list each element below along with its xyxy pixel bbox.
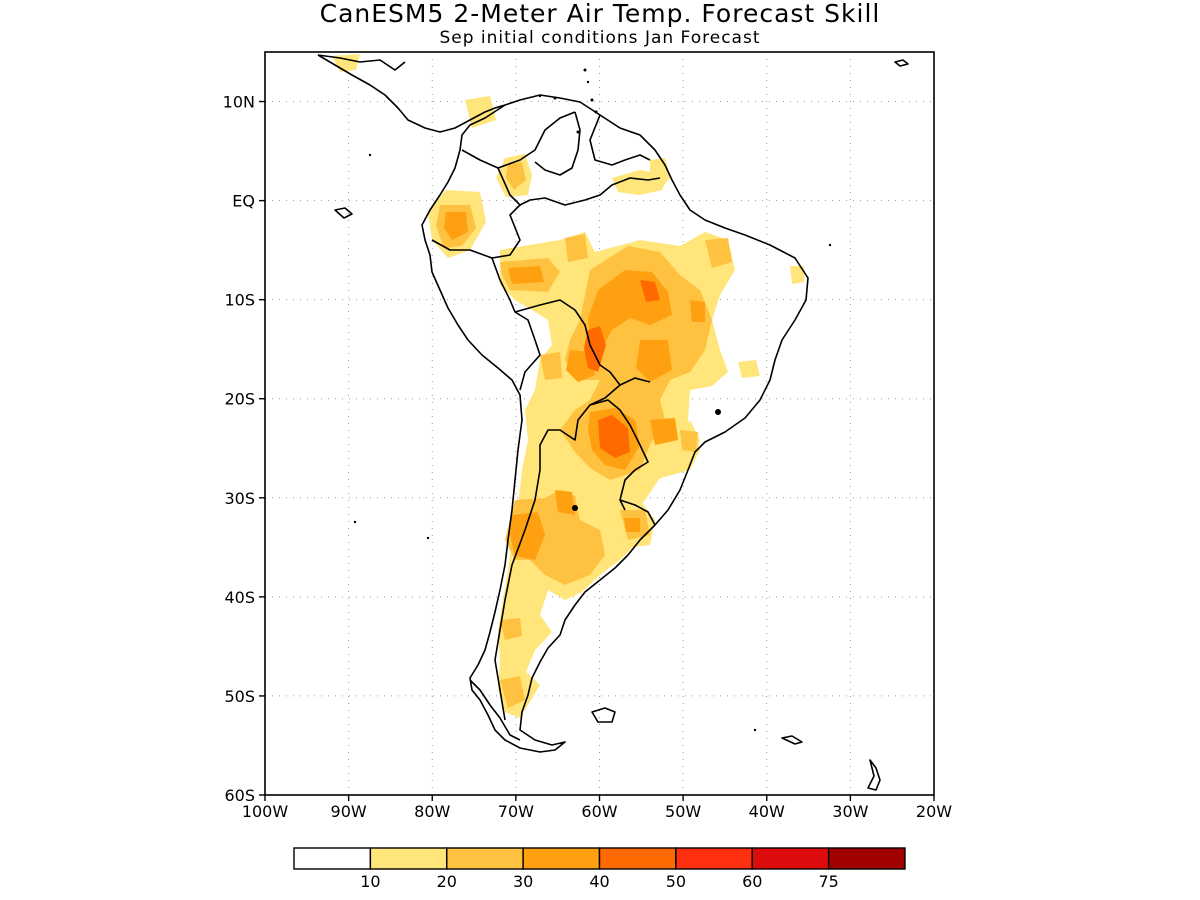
lat-tick-label: 50S bbox=[224, 687, 255, 706]
lon-tick-label: 40W bbox=[749, 802, 785, 821]
chart-title: CanESM5 2-Meter Air Temp. Forecast Skill bbox=[319, 0, 881, 28]
colorbar-label: 30 bbox=[513, 872, 533, 891]
lat-tick-label: 60S bbox=[224, 786, 255, 805]
colorbar-swatch bbox=[293, 847, 372, 870]
latitude-axis: 10N EQ 10S 20S 30S 40S 50S 60S bbox=[223, 93, 265, 805]
colorbar-swatch bbox=[446, 847, 524, 870]
lat-tick-label: 40S bbox=[224, 588, 255, 607]
lat-tick-label: 30S bbox=[224, 489, 255, 508]
colorbar-swatch bbox=[369, 847, 448, 870]
small-islands bbox=[353, 68, 832, 732]
lon-tick-label: 60W bbox=[581, 802, 617, 821]
colorbar-label: 75 bbox=[818, 872, 838, 891]
colorbar-swatch bbox=[751, 847, 830, 870]
colorbar-label: 10 bbox=[360, 872, 380, 891]
colorbar-swatch bbox=[598, 847, 677, 870]
lon-tick-label: 50W bbox=[665, 802, 701, 821]
lat-tick-label: 10S bbox=[224, 291, 255, 310]
lat-tick-label: 20S bbox=[224, 390, 255, 409]
lon-tick-label: 90W bbox=[331, 802, 367, 821]
colorbar-swatch bbox=[675, 847, 753, 870]
longitude-axis: 100W 90W 80W 70W 60W 50W 40W 30W 20W bbox=[242, 795, 952, 821]
colorbar-label: 40 bbox=[589, 872, 609, 891]
colorbar-label: 60 bbox=[742, 872, 762, 891]
lon-tick-label: 80W bbox=[414, 802, 450, 821]
colorbar-swatch bbox=[827, 847, 906, 870]
colorbar-swatch bbox=[522, 847, 601, 870]
colorbar: 10 20 30 40 50 60 75 bbox=[293, 847, 906, 891]
lon-tick-label: 70W bbox=[498, 802, 534, 821]
coastlines bbox=[317, 54, 909, 791]
colorbar-label: 20 bbox=[437, 872, 457, 891]
skill-shading bbox=[332, 54, 804, 718]
colorbar-label: 50 bbox=[666, 872, 686, 891]
lat-tick-label: EQ bbox=[232, 192, 255, 211]
map-plot-area bbox=[265, 52, 934, 795]
lat-tick-label: 10N bbox=[223, 93, 255, 112]
chart-subtitle: Sep initial conditions Jan Forecast bbox=[439, 28, 761, 48]
lon-tick-label: 20W bbox=[916, 802, 952, 821]
lon-tick-label: 100W bbox=[242, 802, 289, 821]
lon-tick-label: 30W bbox=[832, 802, 868, 821]
